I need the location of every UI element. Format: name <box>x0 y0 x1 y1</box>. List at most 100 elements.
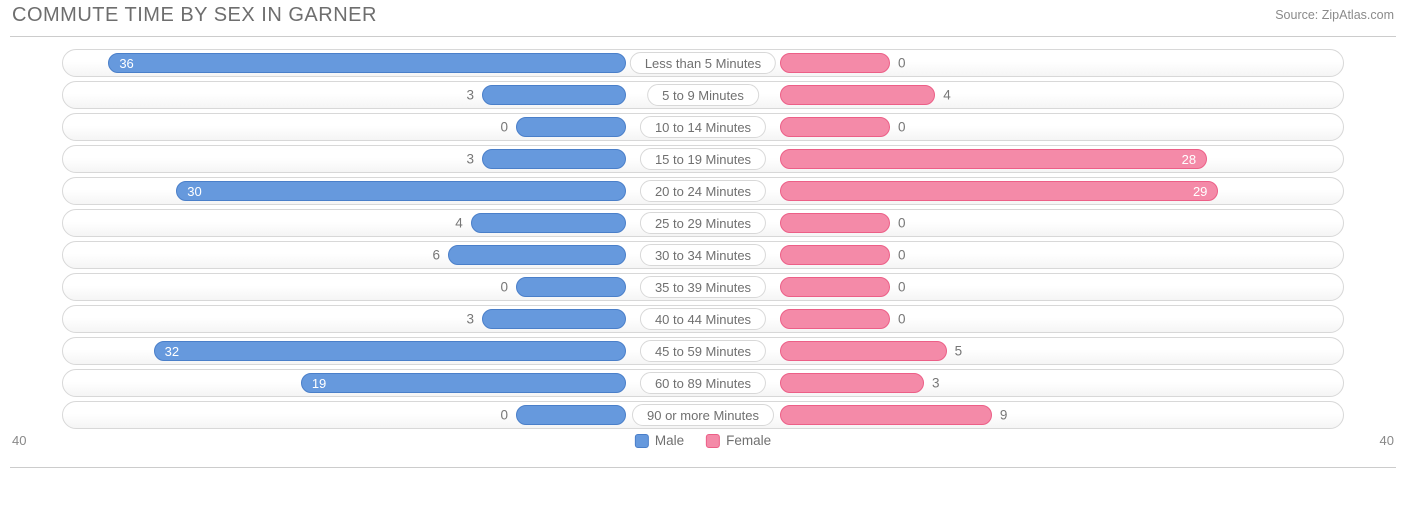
category-label: 15 to 19 Minutes <box>640 148 766 170</box>
category-label: 40 to 44 Minutes <box>640 308 766 330</box>
row-right-half: 0 <box>703 210 1343 236</box>
chart-row: 0 990 or more Minutes <box>62 401 1344 429</box>
male-bar <box>516 117 626 137</box>
female-value: 0 <box>898 216 906 231</box>
chart-row: 4 0 25 to 29 Minutes <box>62 209 1344 237</box>
row-left-half: 32 <box>63 338 703 364</box>
male-bar <box>482 149 626 169</box>
male-value: 0 <box>500 120 508 135</box>
category-label: 90 or more Minutes <box>632 404 774 426</box>
category-label: 35 to 39 Minutes <box>640 276 766 298</box>
category-label: 45 to 59 Minutes <box>640 340 766 362</box>
male-value: 3 <box>467 152 475 167</box>
male-value: 32 <box>165 344 179 359</box>
female-bar <box>780 373 924 393</box>
scale-max-left: 40 <box>12 433 26 448</box>
row-left-half: 4 <box>63 210 703 236</box>
chart-row: 3 4 5 to 9 Minutes <box>62 81 1344 109</box>
male-bar: 19 <box>301 373 626 393</box>
chart-row: 32 5 45 to 59 Minutes <box>62 337 1344 365</box>
legend-item-male: Male <box>635 433 684 448</box>
male-bar: 30 <box>176 181 626 201</box>
chart-footer: 40 Male Female 40 <box>10 431 1396 459</box>
chart-container: Commute Time by Sex in Garner Source: Zi… <box>0 0 1406 523</box>
female-value: 4 <box>943 88 951 103</box>
row-right-half: 0 <box>703 50 1343 76</box>
category-label: Less than 5 Minutes <box>630 52 776 74</box>
female-value: 29 <box>1193 184 1207 199</box>
female-value: 0 <box>898 312 906 327</box>
female-value: 0 <box>898 280 906 295</box>
female-bar <box>780 405 992 425</box>
row-left-half: 3 <box>63 146 703 172</box>
female-bar <box>780 53 890 73</box>
chart-header: Commute Time by Sex in Garner Source: Zi… <box>10 4 1396 36</box>
chart-row: 3 28 15 to 19 Minutes <box>62 145 1344 173</box>
category-label: 10 to 14 Minutes <box>640 116 766 138</box>
male-bar: 36 <box>108 53 626 73</box>
female-bar <box>780 341 947 361</box>
female-bar <box>780 277 890 297</box>
male-value: 4 <box>455 216 463 231</box>
row-right-half: 28 <box>703 146 1343 172</box>
category-label: 30 to 34 Minutes <box>640 244 766 266</box>
chart-row: 3 0 40 to 44 Minutes <box>62 305 1344 333</box>
category-label: 60 to 89 Minutes <box>640 372 766 394</box>
male-bar <box>516 277 626 297</box>
row-left-half: 3 <box>63 82 703 108</box>
male-value: 6 <box>433 248 441 263</box>
category-label: 20 to 24 Minutes <box>640 180 766 202</box>
male-value: 0 <box>500 408 508 423</box>
male-value: 30 <box>187 184 201 199</box>
row-right-half: 0 <box>703 114 1343 140</box>
female-value: 28 <box>1182 152 1196 167</box>
female-bar <box>780 245 890 265</box>
row-left-half: 30 <box>63 178 703 204</box>
chart-rows: 360Less than 5 Minutes345 to 9 Minutes00… <box>10 49 1396 429</box>
category-label: 5 to 9 Minutes <box>647 84 759 106</box>
legend: Male Female <box>635 433 771 448</box>
row-left-half: 0 <box>63 274 703 300</box>
legend-item-female: Female <box>706 433 771 448</box>
male-value: 36 <box>119 56 133 71</box>
row-right-half: 9 <box>703 402 1343 428</box>
row-right-half: 0 <box>703 242 1343 268</box>
chart-source: Source: ZipAtlas.com <box>1275 4 1394 22</box>
row-right-half: 0 <box>703 306 1343 332</box>
legend-label-male: Male <box>655 433 684 448</box>
row-left-half: 3 <box>63 306 703 332</box>
male-value: 3 <box>467 312 475 327</box>
category-label: 25 to 29 Minutes <box>640 212 766 234</box>
scale-max-right: 40 <box>1380 433 1394 448</box>
chart-row: 6 030 to 34 Minutes <box>62 241 1344 269</box>
legend-swatch-female <box>706 434 720 448</box>
chart-row: 0 0 10 to 14 Minutes <box>62 113 1344 141</box>
row-right-half: 29 <box>703 178 1343 204</box>
row-right-half: 3 <box>703 370 1343 396</box>
row-right-half: 0 <box>703 274 1343 300</box>
male-bar <box>516 405 626 425</box>
chart-row: 36 0 Less than 5 Minutes <box>62 49 1344 77</box>
female-value: 0 <box>898 120 906 135</box>
row-left-half: 6 <box>63 242 703 268</box>
male-value: 3 <box>467 88 475 103</box>
male-bar <box>471 213 626 233</box>
male-value: 0 <box>500 280 508 295</box>
female-value: 0 <box>898 56 906 71</box>
male-bar: 32 <box>154 341 626 361</box>
row-left-half: 36 <box>63 50 703 76</box>
female-bar: 29 <box>780 181 1218 201</box>
male-bar <box>482 85 626 105</box>
chart-row: 0 0 35 to 39 Minutes <box>62 273 1344 301</box>
female-value: 3 <box>932 376 940 391</box>
row-left-half: 0 <box>63 114 703 140</box>
female-bar: 28 <box>780 149 1207 169</box>
chart-title: Commute Time by Sex in Garner <box>12 4 377 27</box>
male-value: 19 <box>312 376 326 391</box>
row-right-half: 5 <box>703 338 1343 364</box>
female-value: 5 <box>955 344 963 359</box>
female-bar <box>780 309 890 329</box>
female-bar <box>780 117 890 137</box>
row-right-half: 4 <box>703 82 1343 108</box>
row-left-half: 19 <box>63 370 703 396</box>
